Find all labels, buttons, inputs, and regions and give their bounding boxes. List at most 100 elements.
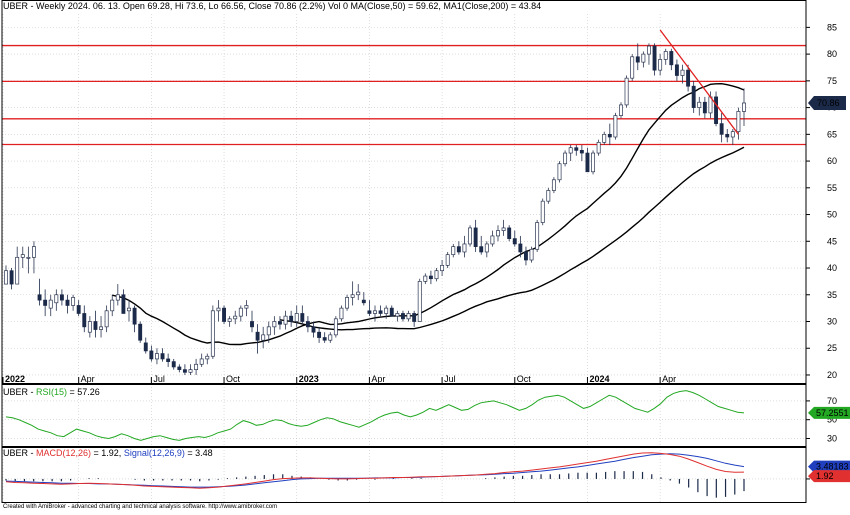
candle-body bbox=[579, 150, 584, 154]
candle-body bbox=[294, 313, 299, 322]
rsi-name: RSI(15) bbox=[36, 387, 67, 397]
candle-body bbox=[199, 358, 204, 365]
candle-body bbox=[714, 96, 718, 124]
candle-body bbox=[99, 326, 103, 330]
candle-body bbox=[484, 243, 489, 253]
rsi-line bbox=[5, 390, 745, 441]
candle-body bbox=[551, 179, 556, 191]
candle-body bbox=[702, 101, 707, 114]
last-price-label: 70.86 bbox=[817, 98, 840, 108]
candle-body bbox=[261, 334, 266, 341]
rsi-value-tag bbox=[808, 406, 850, 419]
candle-body bbox=[182, 369, 187, 373]
candle-body bbox=[540, 200, 545, 223]
candle-body bbox=[557, 163, 562, 181]
candle-body bbox=[585, 152, 590, 173]
y-tick-label: 65 bbox=[827, 129, 837, 139]
candle-body bbox=[401, 313, 405, 320]
macd-value-tag bbox=[808, 470, 850, 483]
axes: 20 25 30 35 40 45 50 55 60 65 70 75 80 85 2022 Apr Jul Oc… bbox=[1, 0, 837, 503]
candle-body bbox=[613, 115, 618, 138]
y-tick-label: 30 bbox=[827, 317, 837, 327]
candle-body bbox=[473, 227, 478, 247]
macd-name: MACD(12,26) bbox=[36, 448, 91, 458]
candle-body bbox=[440, 264, 445, 272]
macd-line bbox=[5, 452, 745, 489]
candle-body bbox=[373, 310, 377, 314]
candle-body bbox=[205, 355, 210, 360]
y-tick-label: 45 bbox=[827, 236, 837, 246]
x-tick-label: Jul bbox=[153, 374, 165, 384]
candle-body bbox=[37, 294, 42, 301]
signal-value-tag bbox=[808, 460, 850, 473]
moving-averages bbox=[112, 82, 745, 346]
candle-body bbox=[406, 313, 411, 320]
signal-name: Signal(12,26,9) bbox=[124, 448, 185, 458]
x-tick-label: Apr bbox=[81, 374, 95, 384]
x-tick-label: Oct bbox=[517, 374, 532, 384]
candle-body bbox=[115, 294, 120, 301]
candle-body bbox=[490, 235, 495, 245]
footer-credit: Created with AmiBroker - advanced charti… bbox=[3, 504, 278, 510]
y-tick-label: 75 bbox=[827, 76, 837, 86]
horizontal-levels bbox=[2, 44, 806, 146]
candle-body bbox=[143, 342, 148, 352]
candle-body bbox=[607, 133, 612, 138]
rsi-tick-label: 70 bbox=[827, 396, 837, 406]
last-price-tag bbox=[808, 95, 846, 110]
candle-body bbox=[669, 51, 674, 66]
macd-value-label: 1.92 bbox=[816, 471, 834, 481]
candle-body bbox=[367, 310, 372, 314]
candle-body bbox=[350, 294, 355, 298]
candle-body bbox=[188, 369, 193, 373]
candlesticks bbox=[4, 43, 746, 375]
candle-body bbox=[300, 313, 305, 322]
candle-body bbox=[32, 246, 36, 258]
rsi-value-label: 57.2551 bbox=[816, 408, 849, 418]
candle-body bbox=[328, 334, 333, 341]
signal-value-label: 3.48183 bbox=[816, 462, 849, 472]
candle-body bbox=[305, 321, 310, 328]
x-tick-label: 2023 bbox=[299, 374, 319, 384]
candle-body bbox=[574, 147, 579, 151]
candle-body bbox=[568, 147, 573, 154]
candle-body bbox=[468, 227, 472, 245]
candle-body bbox=[322, 337, 327, 341]
candle-body bbox=[384, 307, 389, 314]
candle-body bbox=[691, 85, 696, 108]
y-tick-label: 25 bbox=[827, 343, 837, 353]
candle-body bbox=[395, 313, 400, 317]
candle-body bbox=[456, 246, 461, 253]
x-tick-label: Jul bbox=[444, 374, 456, 384]
y-tick-label: 80 bbox=[827, 49, 837, 59]
x-tick-label: 2024 bbox=[589, 374, 609, 384]
y-tick-label: 60 bbox=[827, 156, 837, 166]
candle-body bbox=[686, 69, 691, 87]
candle-body bbox=[59, 294, 64, 301]
candle-body bbox=[428, 275, 433, 280]
macd-pane-header: UBER - MACD(12,26) = 1.92, Signal(12,26,… bbox=[3, 448, 213, 458]
y-tick-label: 35 bbox=[827, 290, 837, 300]
candle-body bbox=[361, 299, 366, 304]
candle-body bbox=[652, 45, 657, 71]
candle-body bbox=[317, 331, 322, 338]
candle-body bbox=[697, 101, 702, 108]
candle-body bbox=[166, 358, 171, 362]
candle-body bbox=[71, 297, 76, 306]
candle-body bbox=[250, 321, 254, 328]
candle-body bbox=[266, 326, 271, 336]
candle-body bbox=[54, 294, 59, 304]
y-tick-label: 40 bbox=[827, 263, 837, 273]
candle-body bbox=[216, 307, 221, 312]
candle-body bbox=[417, 281, 422, 322]
candle-body bbox=[524, 251, 528, 261]
candle-body bbox=[65, 299, 70, 306]
candle-body bbox=[663, 51, 668, 60]
candle-body bbox=[680, 69, 685, 76]
candle-body bbox=[635, 56, 640, 63]
candle-body bbox=[546, 190, 551, 202]
grid-lines bbox=[2, 14, 806, 502]
candle-body bbox=[333, 318, 338, 336]
candle-body bbox=[76, 305, 81, 314]
candle-body bbox=[9, 270, 14, 285]
